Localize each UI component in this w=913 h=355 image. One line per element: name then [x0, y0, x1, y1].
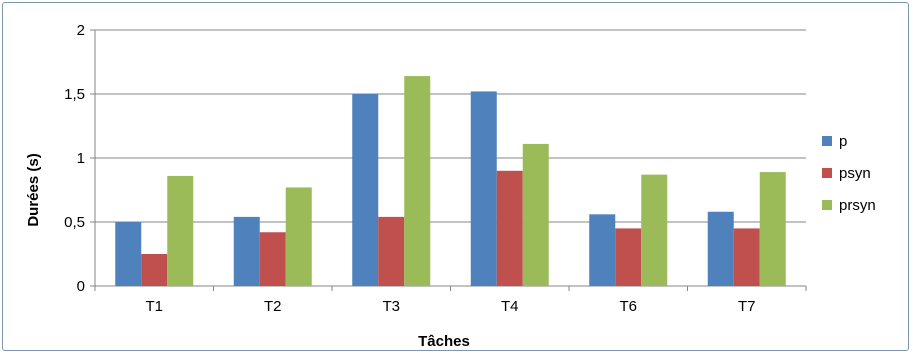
chart-frame [2, 2, 909, 351]
legend: p psyn prsyn [822, 133, 876, 214]
bar-psyn-T1 [141, 254, 168, 286]
y-tick-label: 1,5 [64, 86, 85, 103]
legend-label-p: p [839, 133, 847, 150]
gridlines [95, 29, 806, 223]
x-tick-labels: T1 T2 T3 T4 T6 T7 [145, 298, 755, 315]
bars [115, 76, 786, 286]
legend-label-psyn: psyn [839, 165, 871, 182]
bar-prsyn-T4 [522, 143, 549, 286]
bar-psyn-T3 [378, 216, 405, 286]
bar-psyn-T2 [259, 232, 286, 286]
x-tick-label: T6 [619, 298, 637, 315]
bar-prsyn-T7 [759, 172, 786, 286]
x-tick-label: T3 [382, 298, 400, 315]
y-tick-labels: 0 0,5 1 1,5 2 [64, 22, 85, 295]
x-tick-label: T7 [738, 298, 756, 315]
y-axis-title: Durées (s) [25, 153, 42, 226]
bar-psyn-T6 [615, 228, 642, 286]
bar-p-T1 [115, 222, 142, 286]
legend-swatch-prsyn [822, 200, 832, 210]
y-tick-label: 1 [77, 150, 85, 167]
x-tick-label: T4 [501, 298, 519, 315]
bar-prsyn-T1 [167, 175, 194, 286]
y-tick-label: 0 [77, 278, 85, 295]
x-tick-label: T2 [264, 298, 282, 315]
bar-psyn-T4 [496, 170, 523, 286]
bar-p-T6 [589, 214, 616, 286]
bar-p-T4 [470, 91, 497, 286]
x-axis-title: Tâches [418, 333, 470, 350]
bar-prsyn-T6 [641, 174, 668, 286]
bar-prsyn-T2 [285, 187, 312, 286]
legend-swatch-p [822, 136, 832, 146]
bar-p-T7 [707, 211, 734, 286]
y-tick-label: 2 [77, 22, 85, 39]
bar-p-T3 [352, 94, 379, 286]
legend-swatch-psyn [822, 168, 832, 178]
bar-prsyn-T3 [404, 76, 431, 286]
legend-label-prsyn: prsyn [839, 197, 876, 214]
y-tick-label: 0,5 [64, 214, 85, 231]
axes [90, 29, 807, 291]
bar-p-T2 [233, 216, 260, 286]
x-tick-label: T1 [145, 298, 163, 315]
bar-psyn-T7 [733, 228, 760, 286]
